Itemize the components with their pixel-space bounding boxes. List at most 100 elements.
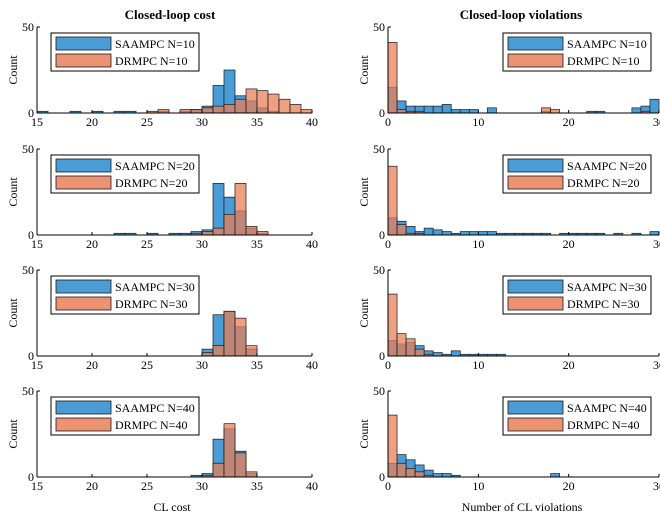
bar-drmpc xyxy=(234,317,247,357)
x-tick-label: 25 xyxy=(141,479,153,493)
legend-label-drmpc: DRMPC N=30 xyxy=(567,297,639,311)
bar-drmpc xyxy=(278,98,291,114)
legend-label-saampc: SAAMPC N=40 xyxy=(567,401,647,415)
bar-drmpc xyxy=(256,90,269,114)
bar-saampc xyxy=(487,107,497,114)
y-tick-label: 50 xyxy=(373,20,385,34)
bar-saampc xyxy=(477,231,488,236)
bar-drmpc xyxy=(396,462,407,478)
legend-swatch-drmpc xyxy=(55,417,112,432)
legend-label-drmpc: DRMPC N=10 xyxy=(567,54,639,68)
x-tick-label: 20 xyxy=(86,115,98,129)
bar-drmpc xyxy=(541,107,551,114)
x-tick-label: 30 xyxy=(653,115,660,129)
bar-drmpc xyxy=(387,165,398,236)
bar-drmpc xyxy=(396,109,407,114)
bar-saampc xyxy=(441,473,452,478)
legend-label-saampc: SAAMPC N=40 xyxy=(115,401,195,415)
y-tick-label: 0 xyxy=(379,106,385,120)
x-tick-label: 20 xyxy=(86,479,98,493)
legend-label-saampc: SAAMPC N=10 xyxy=(115,37,195,51)
y-tick-label: 0 xyxy=(28,349,34,363)
x-tick-label: 35 xyxy=(251,358,263,372)
bar-drmpc xyxy=(234,98,247,114)
y-axis-label: Count xyxy=(6,419,20,449)
x-tick-label: 20 xyxy=(86,358,98,372)
y-tick-label: 0 xyxy=(28,106,34,120)
x-tick-label: 35 xyxy=(251,115,263,129)
bar-drmpc xyxy=(387,293,398,357)
legend: SAAMPC N=30 DRMPC N=30 xyxy=(50,275,200,315)
x-tick-label: 40 xyxy=(306,115,318,129)
bar-drmpc xyxy=(387,42,398,114)
y-axis-label: Count xyxy=(6,177,20,207)
legend-swatch-drmpc xyxy=(55,53,112,68)
y-tick-label: 0 xyxy=(28,470,34,484)
bar-saampc xyxy=(550,473,560,478)
y-axis-label: Count xyxy=(357,419,371,449)
bar-drmpc xyxy=(267,93,280,114)
legend-swatch-saampc xyxy=(507,279,564,294)
legend-swatch-saampc xyxy=(55,279,112,294)
y-tick-label: 50 xyxy=(373,263,385,277)
bar-drmpc xyxy=(245,226,258,236)
x-tick-label: 20 xyxy=(563,115,575,129)
bar-drmpc xyxy=(212,105,225,114)
legend-label-saampc: SAAMPC N=30 xyxy=(115,280,195,294)
legend: SAAMPC N=20 DRMPC N=20 xyxy=(50,154,200,194)
x-tick-label: 10 xyxy=(472,358,484,372)
bar-drmpc xyxy=(387,414,398,478)
legend-swatch-drmpc xyxy=(507,53,564,68)
bar-drmpc xyxy=(190,109,203,114)
legend: SAAMPC N=10 DRMPC N=10 xyxy=(502,32,652,72)
bar-saampc xyxy=(432,105,443,114)
column-title-violations: Closed-loop violations xyxy=(460,7,582,22)
legend-label-drmpc: DRMPC N=30 xyxy=(115,297,187,311)
panel-viol-n30: 0 50 0 10 20 30 Count SAAMPC N=30 DRMPC N=30 xyxy=(357,263,660,372)
y-tick-label: 50 xyxy=(22,142,34,156)
y-tick-label: 0 xyxy=(379,228,385,242)
bar-saampc xyxy=(649,231,660,236)
bar-drmpc xyxy=(245,88,258,114)
bar-drmpc xyxy=(245,345,258,357)
legend-label-saampc: SAAMPC N=10 xyxy=(567,37,647,51)
bar-saampc xyxy=(432,229,443,236)
y-tick-label: 50 xyxy=(373,142,385,156)
panel-cost-n20: 0 50 15 20 25 30 35 40 Count SAAMPC N=20 DRMPC N=2… xyxy=(6,142,318,251)
legend-swatch-drmpc xyxy=(55,175,112,190)
bar-drmpc xyxy=(414,348,425,357)
bar-saampc xyxy=(423,105,434,114)
bar-saampc xyxy=(441,231,452,236)
y-axis-label: Count xyxy=(6,298,20,328)
x-tick-label: 40 xyxy=(306,358,318,372)
y-tick-label: 0 xyxy=(379,470,385,484)
bar-drmpc xyxy=(405,338,416,357)
x-tick-label: 0 xyxy=(385,358,391,372)
legend-swatch-saampc xyxy=(507,400,564,415)
panel-viol-n20: 0 50 0 10 20 30 Count SAAMPC N=20 DRMPC N=20 xyxy=(357,142,660,251)
bar-drmpc xyxy=(223,104,236,114)
bar-drmpc xyxy=(300,109,313,114)
y-axis-label: Count xyxy=(357,177,371,207)
bar-drmpc xyxy=(212,462,225,478)
bar-saampc xyxy=(631,107,642,114)
bar-saampc xyxy=(432,473,443,478)
y-axis-label: Count xyxy=(6,55,20,85)
bar-drmpc xyxy=(201,231,214,236)
x-tick-label: 20 xyxy=(563,358,575,372)
x-tick-label: 10 xyxy=(472,237,484,251)
bar-saampc xyxy=(441,104,452,114)
xlabel-violations: Number of CL violations xyxy=(462,500,583,514)
bar-saampc xyxy=(487,231,497,236)
x-tick-label: 25 xyxy=(141,115,153,129)
x-tick-label: 30 xyxy=(653,358,660,372)
bar-drmpc xyxy=(289,104,302,114)
legend-label-drmpc: DRMPC N=10 xyxy=(115,54,187,68)
legend-swatch-saampc xyxy=(507,158,564,173)
x-tick-label: 20 xyxy=(563,479,575,493)
panel-viol-n10: 0 50 0 10 20 30 Count SAAMPC N=10 DRMPC N=10 xyxy=(357,20,660,129)
bar-saampc xyxy=(468,109,479,114)
legend-swatch-saampc xyxy=(55,400,112,415)
bar-saampc xyxy=(212,183,225,236)
x-tick-label: 10 xyxy=(472,479,484,493)
